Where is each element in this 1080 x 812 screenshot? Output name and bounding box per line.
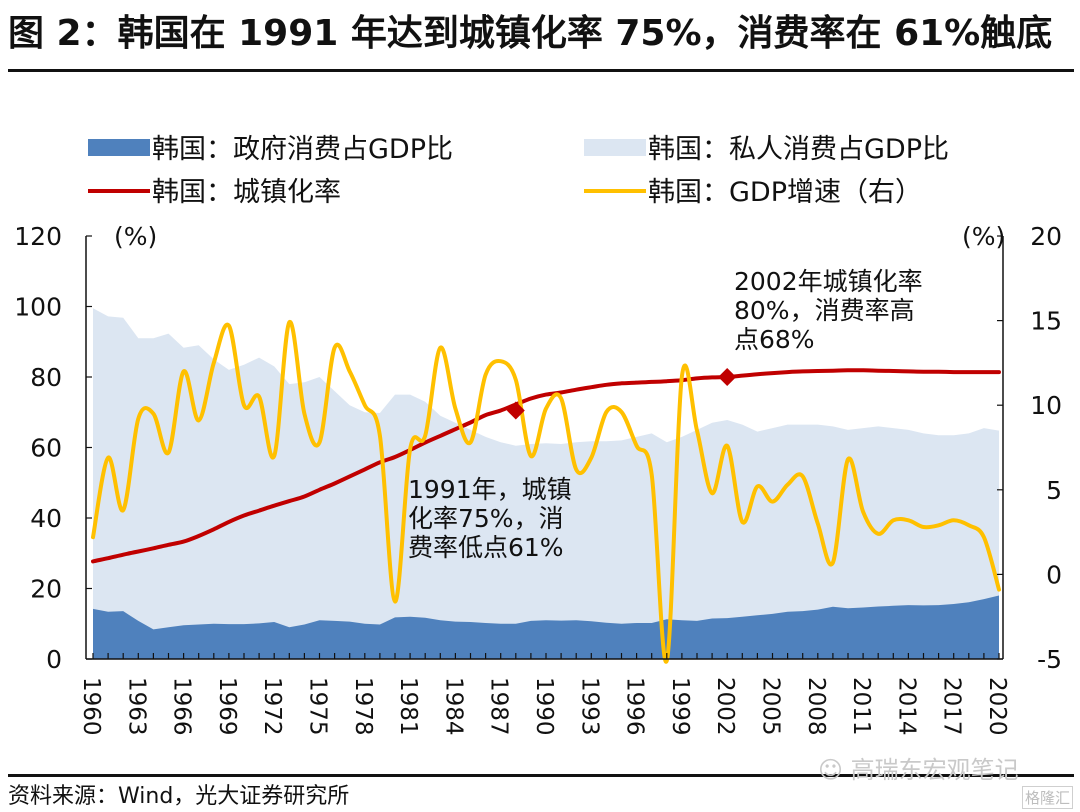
x-tick-label: 1996 xyxy=(622,677,648,736)
left-tick-label: 80 xyxy=(30,363,62,392)
footer-rule xyxy=(8,774,1074,777)
line-urbanization-rate xyxy=(91,368,1001,564)
x-tick-label: 2014 xyxy=(893,677,919,736)
watermark-text: 高瑞东宏观笔记 xyxy=(850,756,1019,784)
right-axis-unit: (%) xyxy=(962,222,1005,251)
right-tick-label: 0 xyxy=(1046,560,1062,589)
legend-item-private: 韩国：私人消费占GDP比 xyxy=(584,134,949,165)
right-tick-label: 10 xyxy=(1030,391,1062,420)
x-tick-label: 1960 xyxy=(78,677,104,736)
figure-title: 图 2：韩国在 1991 年达到城镇化率 75%，消费率在 61%触底 xyxy=(8,13,1053,54)
legend-label-private: 韩国：私人消费占GDP比 xyxy=(648,134,949,165)
left-tick-label: 100 xyxy=(14,293,62,322)
right-tick-label: 15 xyxy=(1030,307,1062,336)
annotation-line: 1991年，城镇 xyxy=(408,475,572,504)
left-axis-unit: (%) xyxy=(114,222,157,251)
legend-label-urban: 韩国：城镇化率 xyxy=(152,177,341,208)
x-tick-label: 1975 xyxy=(305,677,331,736)
legend-swatch-private xyxy=(584,139,646,156)
legend-item-gov: 韩国：政府消费占GDP比 xyxy=(88,134,453,165)
x-tick-label: 1963 xyxy=(123,677,149,736)
x-tick-label: 1984 xyxy=(440,677,466,736)
x-tick-label: 2002 xyxy=(712,677,738,736)
x-tick-label: 1993 xyxy=(576,677,602,736)
left-tick-label: 0 xyxy=(46,645,62,674)
title-rule xyxy=(8,69,1074,72)
x-tick-label: 1987 xyxy=(486,677,512,736)
right-tick-label: 5 xyxy=(1046,476,1062,505)
legend-swatch-gov xyxy=(88,139,150,156)
annotation-line: 80%，消费率高 xyxy=(734,296,915,325)
x-tick-label: 2005 xyxy=(758,677,784,736)
annotation-line: 化率75%，消 xyxy=(408,504,564,533)
x-tick-label: 2008 xyxy=(803,677,829,736)
left-tick-label: 60 xyxy=(30,434,62,463)
area-private-consumption xyxy=(93,308,999,659)
legend-item-gdp: 韩国：GDP增速（右） xyxy=(584,177,922,208)
annotation-line: 费率低点61% xyxy=(408,533,564,562)
x-tick-label: 2011 xyxy=(848,677,874,736)
x-tick-label: 1978 xyxy=(350,677,376,736)
x-tick-label: 2017 xyxy=(939,677,965,736)
right-tick-label: -5 xyxy=(1037,645,1062,674)
wechat-icon: ☺ xyxy=(818,756,844,784)
watermark-logo: 格隆汇 xyxy=(1022,786,1074,809)
marker-diamond-2002 xyxy=(718,368,737,386)
annotation-line: 2002年城镇化率 xyxy=(734,267,923,296)
legend: 韩国：政府消费占GDP比 韩国：私人消费占GDP比 韩国：城镇化率 韩国：GDP… xyxy=(88,134,949,208)
x-tick-label: 1990 xyxy=(531,677,557,736)
annotation-line: 点68% xyxy=(734,325,815,354)
source-note: 资料来源：Wind，光大证券研究所 xyxy=(8,784,350,809)
marker-diamond-1988 xyxy=(506,401,525,420)
x-tick-label: 1966 xyxy=(169,677,195,736)
area-government-consumption xyxy=(93,595,999,659)
line-gdp-growth xyxy=(91,320,1001,664)
left-tick-label: 120 xyxy=(14,222,62,251)
x-tick-label: 1981 xyxy=(395,677,421,736)
left-tick-label: 20 xyxy=(30,575,62,604)
x-tick-label: 1969 xyxy=(214,677,240,736)
plot-areas xyxy=(93,308,999,659)
x-tick-label: 1999 xyxy=(667,677,693,736)
legend-item-urban: 韩国：城镇化率 xyxy=(88,177,341,208)
plot-lines xyxy=(91,320,1001,664)
x-tick-label: 2020 xyxy=(984,677,1010,736)
watermark: ☺ 高瑞东宏观笔记 xyxy=(818,750,1019,785)
legend-label-gdp: 韩国：GDP增速（右） xyxy=(648,177,922,208)
x-tick-label: 1972 xyxy=(259,677,285,736)
axes: 0 20 40 60 80 100 120 -5 0 5 10 15 20 (%) (%) 1960 1963 1… xyxy=(14,222,1062,736)
right-tick-label: 20 xyxy=(1030,222,1062,251)
left-tick-label: 40 xyxy=(30,504,62,533)
legend-label-gov: 韩国：政府消费占GDP比 xyxy=(152,134,453,165)
